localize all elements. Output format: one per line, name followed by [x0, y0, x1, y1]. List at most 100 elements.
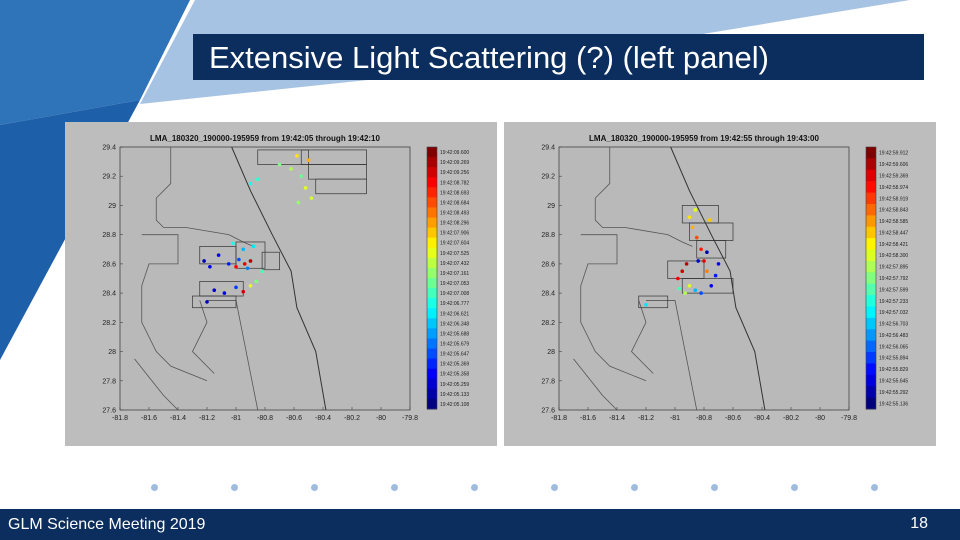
lma-source-point — [255, 177, 260, 181]
y-tick-label: 28.6 — [541, 261, 555, 268]
colorbar-label: 19:42:05.108 — [440, 402, 469, 408]
county-boundary — [594, 147, 693, 247]
footprint-polygon — [315, 178, 367, 195]
colorbar-segment — [427, 197, 437, 208]
colorbar-label: 19:42:09.269 — [440, 160, 469, 166]
lma-source-point — [696, 259, 700, 263]
colorbar-segment — [427, 207, 437, 219]
colorbar-label: 19:42:58.421 — [879, 242, 908, 248]
colorbar-label: 19:42:58.843 — [879, 208, 908, 214]
lma-source-point — [208, 265, 212, 269]
y-tick-label: 28 — [547, 349, 555, 356]
county-boundary — [573, 358, 618, 411]
colorbar-label: 19:42:55.829 — [879, 367, 908, 373]
lma-source-point — [231, 241, 235, 246]
lma-source-point — [254, 279, 259, 284]
colorbar-segment — [866, 147, 876, 159]
colorbar-segment — [427, 237, 437, 249]
colorbar-label: 19:42:57.895 — [879, 265, 908, 271]
colorbar-segment — [866, 306, 876, 319]
footprint-polygon — [235, 241, 266, 269]
colorbar-segment — [427, 358, 437, 370]
colorbar-label: 19:42:06.777 — [440, 301, 469, 307]
colorbar-segment — [866, 283, 876, 296]
x-tick-label: -80.8 — [257, 415, 273, 422]
y-tick-label: 27.8 — [102, 378, 116, 385]
lma-source-point — [303, 186, 308, 190]
decor-dot — [391, 484, 398, 491]
colorbar-segment — [427, 338, 437, 350]
county-boundary — [207, 300, 259, 411]
colorbar-label: 19:42:05.259 — [440, 382, 469, 388]
colorbar-segment — [866, 158, 876, 171]
colorbar-label: 19:42:58.300 — [879, 253, 908, 259]
x-tick-label: -81.8 — [551, 415, 567, 422]
colorbar-label: 19:42:58.919 — [879, 196, 908, 202]
x-tick-label: -81 — [670, 415, 680, 422]
lma-map-chart-right: -81.8 -81.6 -81.4 -81.2 -81 -80.8 -80.6 -80.4 -8… — [541, 134, 908, 422]
x-tick-label: -81.4 — [170, 415, 186, 422]
lma-source-point — [241, 289, 246, 294]
lma-source-point — [205, 300, 209, 304]
lma-source-point — [251, 244, 256, 249]
lma-source-point — [222, 291, 227, 295]
colorbar-frame — [426, 146, 438, 410]
x-tick-label: -80.6 — [286, 415, 302, 422]
colorbar-segment — [427, 157, 437, 168]
lma-source-point — [716, 262, 721, 266]
colorbar-segment — [427, 217, 437, 229]
y-tick-label: 29.4 — [102, 145, 116, 152]
decor-dot — [871, 484, 878, 491]
lma-source-point — [202, 259, 206, 263]
colorbar-label: 19:42:06.348 — [440, 321, 469, 327]
colorbar-segment — [427, 267, 437, 279]
y-tick-label: 28.4 — [541, 291, 555, 298]
colorbar-segment — [427, 187, 437, 198]
county-boundary — [155, 147, 254, 247]
colorbar-segment — [866, 317, 876, 330]
colorbar-segment — [866, 329, 876, 342]
lma-source-point — [708, 218, 712, 222]
colorbar-label: 19:42:07.906 — [440, 231, 469, 237]
colorbar-label: 19:42:08.493 — [440, 211, 469, 217]
x-tick-label: -79.8 — [841, 415, 857, 422]
y-tick-label: 28.8 — [541, 232, 555, 239]
colorbar-label: 19:42:07.432 — [440, 261, 469, 267]
x-tick-label: -80.6 — [725, 415, 741, 422]
y-tick-label: 28 — [108, 349, 116, 356]
y-tick-label: 29.4 — [541, 145, 555, 152]
page-number: 18 — [910, 515, 928, 532]
x-tick-label: -81 — [231, 415, 241, 422]
colorbar-label: 19:42:05.688 — [440, 331, 469, 337]
footer-bar: GLM Science Meeting 2019 18 — [0, 509, 960, 540]
county-boundary — [192, 300, 215, 374]
y-tick-label: 28.2 — [541, 320, 555, 327]
lma-source-point — [248, 259, 253, 263]
colorbar-label: 19:42:58.585 — [879, 219, 908, 225]
y-tick-label: 27.6 — [102, 408, 116, 415]
colorbar-label: 19:42:08.296 — [440, 221, 469, 227]
lma-source-point — [309, 196, 314, 200]
y-tick-label: 29 — [108, 203, 116, 210]
lma-source-point — [306, 158, 311, 162]
x-tick-label: -80 — [376, 415, 386, 422]
lma-source-point — [277, 162, 282, 167]
colorbar-label: 19:42:05.647 — [440, 352, 469, 358]
colorbar-label: 19:42:57.032 — [879, 310, 908, 316]
lma-source-point — [683, 291, 687, 295]
x-tick-label: -80.2 — [344, 415, 360, 422]
x-tick-label: -79.8 — [402, 415, 418, 422]
chart-title: LMA_180320_190000-195959 from 19:42:05 t… — [150, 134, 380, 143]
decor-dot — [711, 484, 718, 491]
lma-source-point — [260, 269, 264, 273]
colorbar-segment — [866, 397, 876, 410]
lma-source-point — [216, 253, 221, 257]
colorbar-segment — [427, 318, 437, 329]
colorbar-segment — [427, 348, 437, 360]
footprint-polygon — [257, 149, 309, 165]
colorbar-label: 19:42:07.604 — [440, 241, 469, 247]
colorbar-segment — [866, 226, 876, 239]
decor-dot — [631, 484, 638, 491]
lma-source-point — [676, 276, 680, 281]
x-tick-label: -81.4 — [609, 415, 625, 422]
